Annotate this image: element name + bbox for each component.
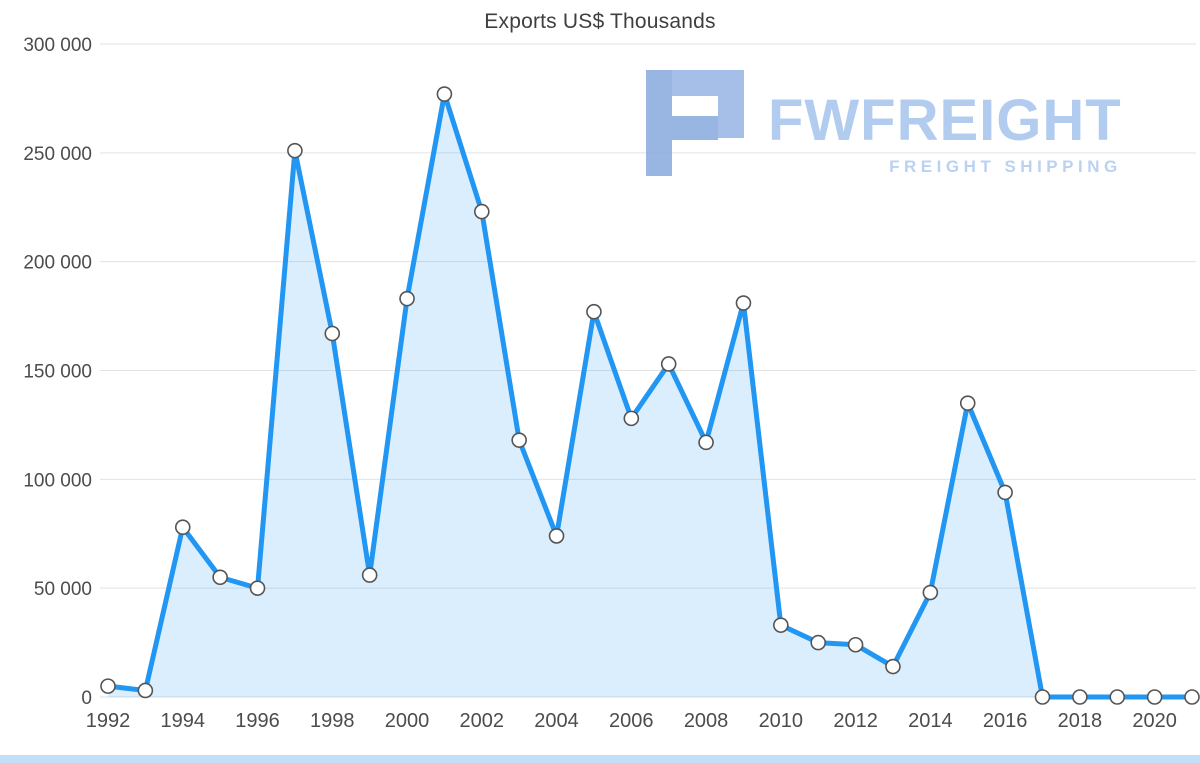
data-point-marker[interactable] [1109,689,1126,705]
data-point-marker[interactable] [511,432,527,448]
x-axis-tick-label: 2002 [460,710,505,732]
y-axis-tick-label: 200 000 [23,253,92,274]
series-line [105,91,1195,700]
data-point-marker[interactable] [324,325,341,342]
data-point-marker[interactable] [885,658,901,675]
data-point-marker[interactable] [922,584,939,601]
data-point-marker[interactable] [174,519,191,536]
data-point-marker[interactable] [399,290,415,307]
y-axis-tick-label: 50 000 [34,579,92,600]
y-axis-tick-label: 100 000 [23,470,92,491]
y-axis-tick-label: 250 000 [23,144,92,165]
data-point-marker[interactable] [623,410,640,427]
data-point-marker[interactable] [287,142,303,159]
data-point-marker[interactable] [473,203,490,220]
data-point-marker[interactable] [212,569,228,586]
data-point-marker[interactable] [810,634,827,651]
data-point-marker[interactable] [997,484,1013,501]
y-axis-tick-label: 0 [81,688,92,709]
x-axis-tick-label: 2000 [385,710,430,732]
data-point-marker[interactable] [735,295,752,311]
exports-area-chart[interactable]: 0 50 000 100 000 150 000 200 000 250 000 300 0… [0,0,1200,745]
y-axis-tick-label: 150 000 [23,362,92,383]
data-point-marker[interactable] [773,617,789,633]
data-point-marker[interactable] [1184,689,1200,705]
x-axis-tick-label: 2020 [1132,710,1177,732]
chart-title: Exports US$ Thousands [484,10,716,33]
x-axis-tick-label: 2016 [983,710,1028,732]
data-point-marker[interactable] [698,434,714,451]
x-axis-tick-label: 2012 [833,710,878,732]
x-axis-tick-label: 2010 [759,710,804,732]
y-axis-tick-label: 300 000 [23,35,92,56]
x-axis-tick-label: 2004 [534,710,579,732]
data-point-marker[interactable] [100,678,116,694]
x-axis-tick-label: 1994 [161,710,206,732]
x-axis-tick-label: 1996 [235,710,280,732]
horizontal-scrollbar[interactable] [0,755,1200,763]
x-axis-tick-label: 1992 [86,710,131,732]
data-point-marker[interactable] [586,303,602,320]
x-axis-tick-label: 2006 [609,710,654,732]
x-axis-tick-label: 2008 [684,710,729,732]
data-point-marker[interactable] [1034,689,1051,705]
data-point-marker[interactable] [137,682,154,699]
data-point-marker[interactable] [249,580,266,596]
data-point-marker[interactable] [548,528,565,544]
x-axis-tick-label: 1998 [310,710,355,732]
x-axis-tick-label: 2018 [1058,710,1103,732]
data-point-marker[interactable] [1072,689,1088,705]
data-point-marker[interactable] [847,636,864,653]
data-point-marker[interactable] [660,356,677,372]
data-point-marker[interactable] [959,395,976,411]
data-point-marker[interactable] [1146,689,1163,705]
data-point-marker[interactable] [361,567,378,583]
data-point-marker[interactable] [436,86,453,102]
x-axis-tick-label: 2014 [908,710,953,732]
